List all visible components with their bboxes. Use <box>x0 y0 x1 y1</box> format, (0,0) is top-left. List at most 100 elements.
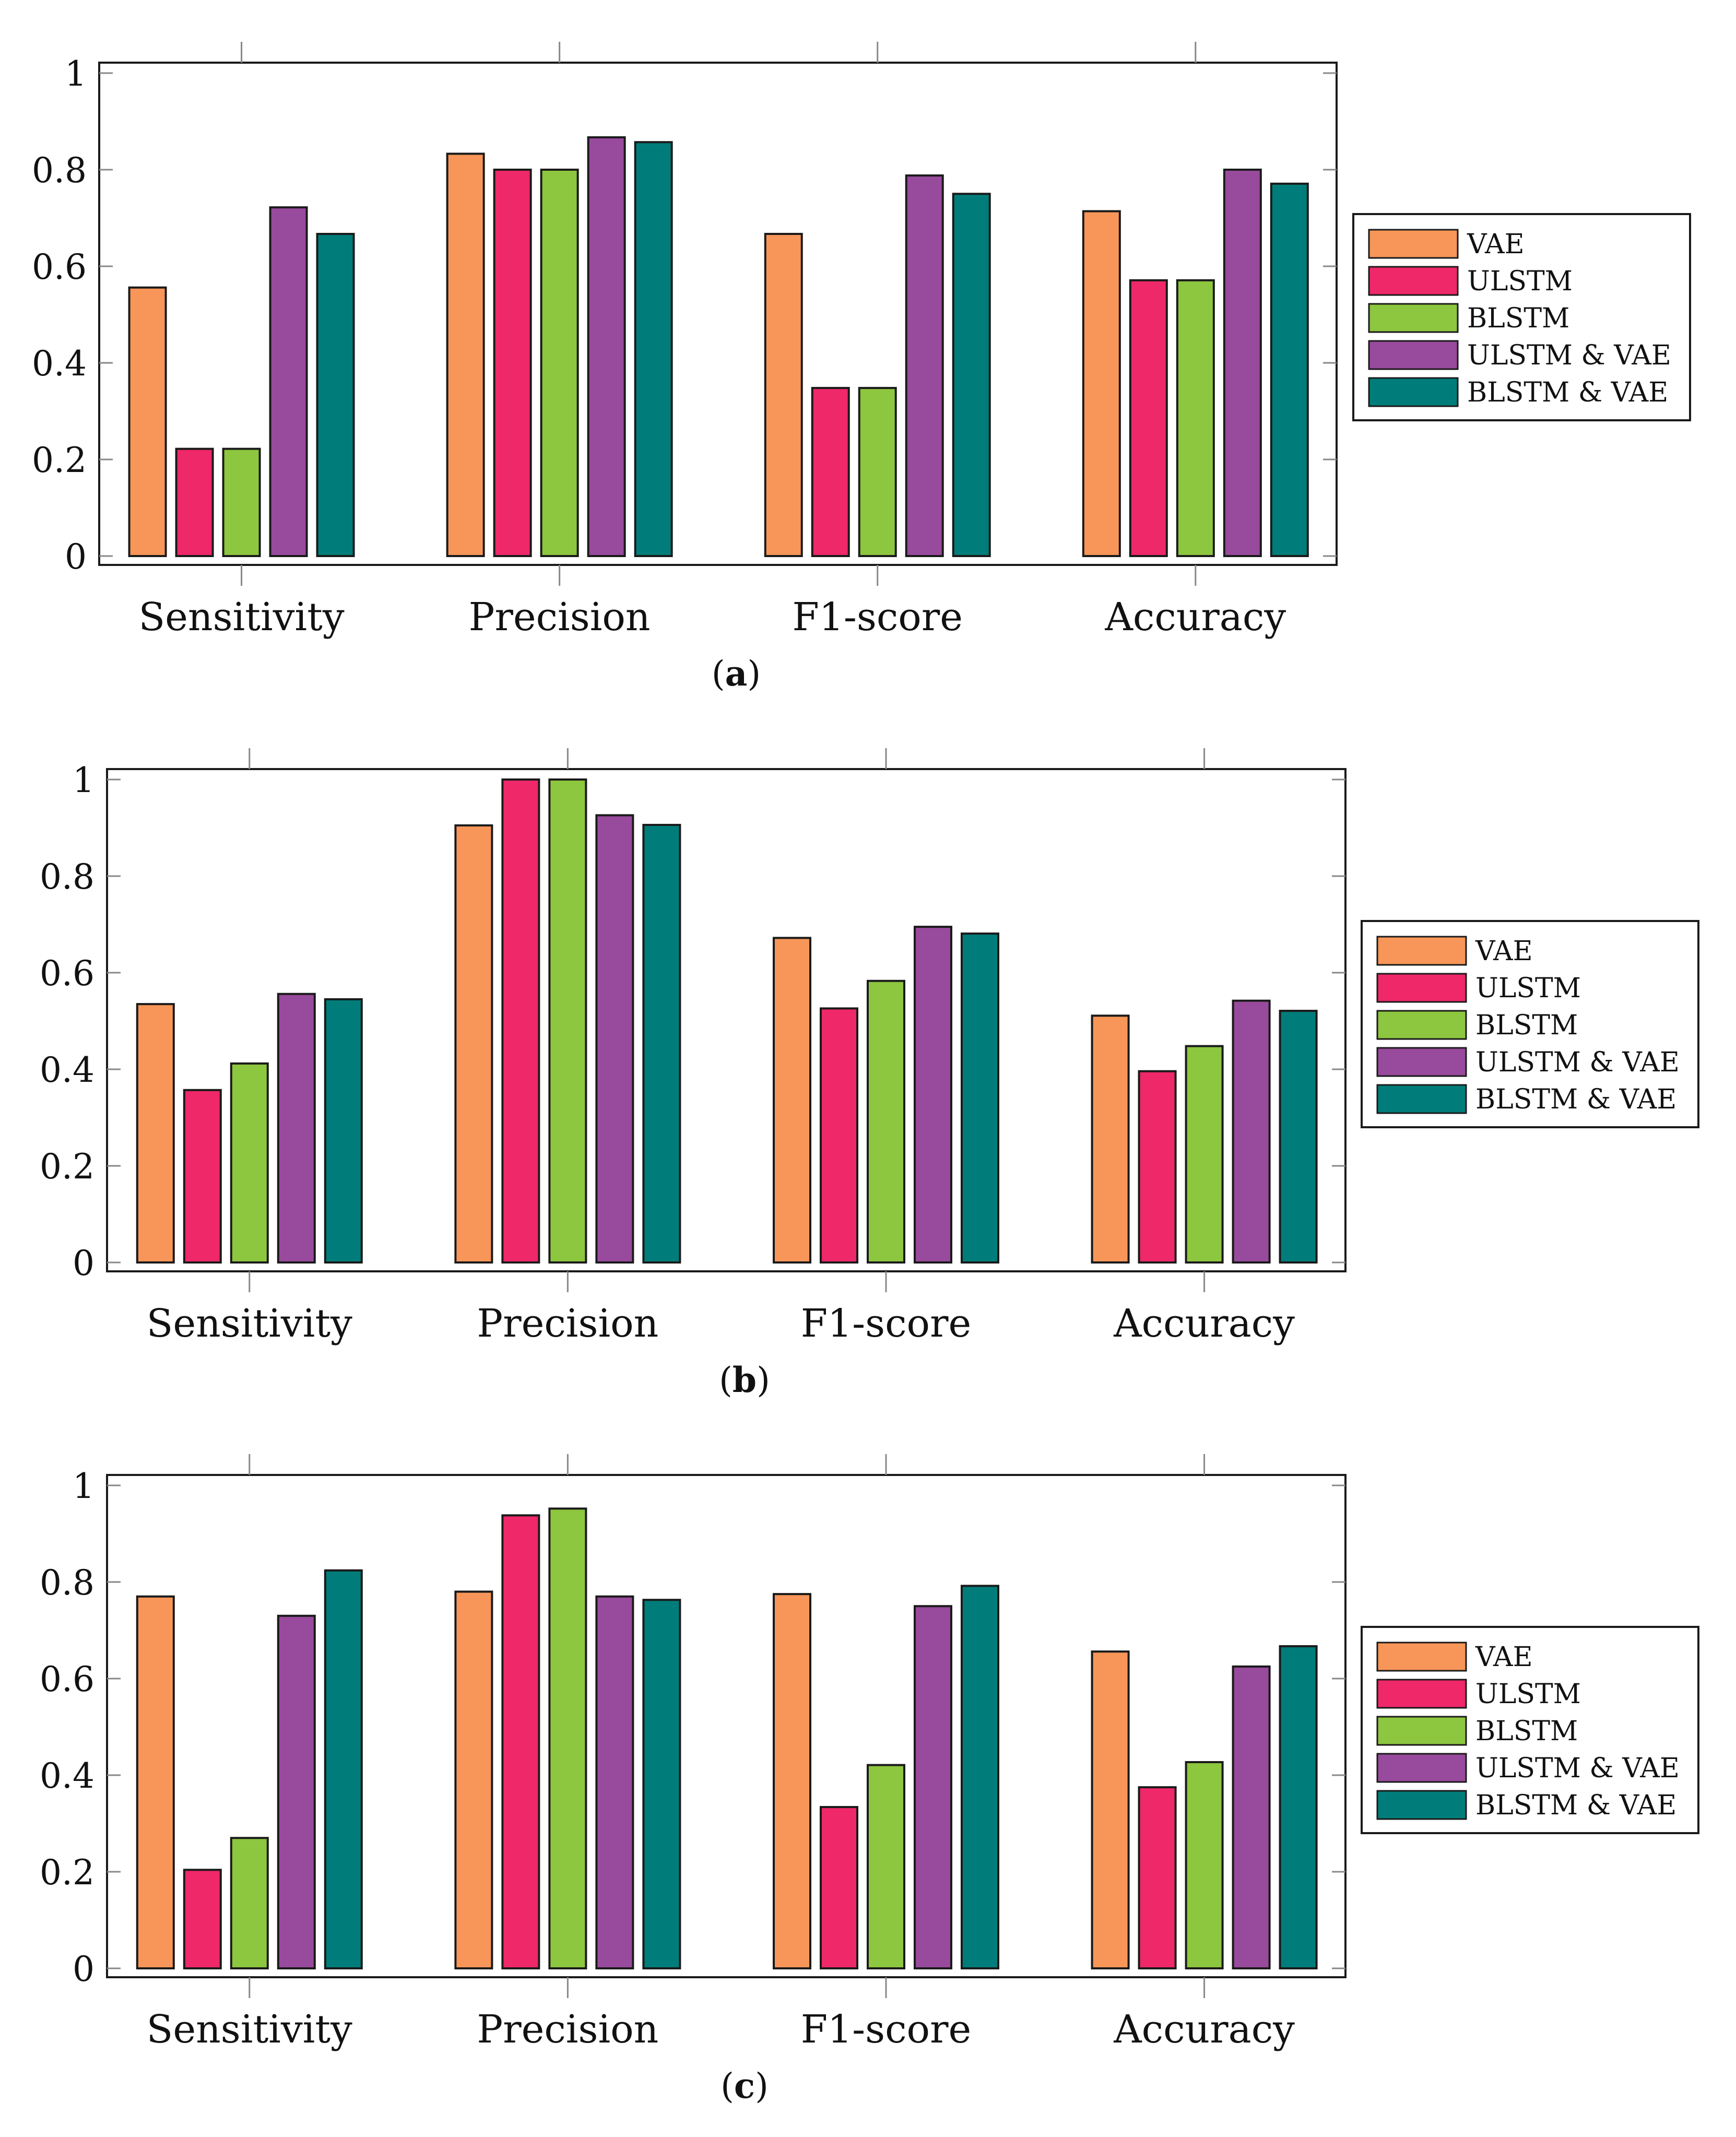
legend-swatch-ulstm-and-vae <box>1376 1753 1467 1783</box>
bar-blstm-accuracy <box>1185 1761 1224 1969</box>
legend-swatch-blstm-and-vae <box>1376 1790 1467 1820</box>
bar-blstm-precision <box>540 169 579 557</box>
x-tick-label-precision: Precision <box>469 595 651 640</box>
legend-swatch-ulstm <box>1376 1679 1467 1709</box>
y-tick-label: 0.8 <box>40 1563 95 1603</box>
bar-blstm-f1-score <box>858 387 897 557</box>
x-tick-label-accuracy: Accuracy <box>1104 595 1286 640</box>
bar-blstm-and-vae-precision <box>642 1599 681 1970</box>
figure-caption-a: (a) <box>712 653 761 694</box>
legend: VAE ULSTM BLSTM ULSTM & VAE BLSTM & VAE <box>1361 920 1699 1128</box>
bar-ulstm-and-vae-f1-score <box>905 174 944 558</box>
bar-ulstm-and-vae-f1-score <box>913 926 952 1264</box>
bar-ulstm-f1-score <box>819 1806 858 1970</box>
bar-blstm-and-vae-sensitivity <box>324 998 363 1264</box>
y-tick-label: 0.6 <box>40 1659 95 1699</box>
bar-ulstm-sensitivity <box>183 1089 222 1264</box>
legend-swatch-ulstm-and-vae <box>1368 340 1459 370</box>
legend-swatch-blstm <box>1368 303 1459 333</box>
bar-ulstm-and-vae-sensitivity <box>277 1614 316 1969</box>
bar-ulstm-accuracy <box>1138 1786 1177 1969</box>
x-tick-label-f1-score: F1-score <box>801 1301 972 1346</box>
figure-caption-c: (c) <box>721 2065 769 2106</box>
legend-label-ulstm: ULSTM <box>1475 1679 1581 1710</box>
chart-panel-c: 0 0.2 0.4 0.6 0.8 1 Sensitivity Precision F1-sco… <box>40 1454 1699 2106</box>
bar-vae-sensitivity <box>136 1595 175 1969</box>
legend-swatch-vae <box>1376 1642 1467 1672</box>
bar-ulstm-and-vae-precision <box>587 136 626 557</box>
y-tick-label: 0.6 <box>40 953 95 994</box>
bar-ulstm-and-vae-precision <box>595 814 634 1264</box>
legend-swatch-vae <box>1368 229 1459 259</box>
bar-blstm-and-vae-precision <box>642 823 681 1264</box>
legend-swatch-vae <box>1376 936 1467 966</box>
bar-ulstm-and-vae-f1-score <box>913 1605 952 1969</box>
bar-ulstm-f1-score <box>811 387 850 557</box>
bar-blstm-and-vae-accuracy <box>1279 1645 1318 1969</box>
bar-ulstm-and-vae-accuracy <box>1232 999 1271 1264</box>
y-tick-label: 1 <box>73 760 95 800</box>
bar-ulstm-and-vae-accuracy <box>1232 1665 1271 1969</box>
legend-label-vae: VAE <box>1475 936 1533 967</box>
legend-label-ulstm-and-vae: ULSTM & VAE <box>1475 1753 1680 1784</box>
y-tick-label: 0.2 <box>40 1147 95 1187</box>
x-tick-label-precision: Precision <box>477 1301 658 1346</box>
y-tick-label: 0.8 <box>40 857 95 897</box>
legend-swatch-blstm <box>1376 1010 1467 1040</box>
bar-vae-accuracy <box>1082 210 1121 557</box>
x-tick-label-sensitivity: Sensitivity <box>147 1301 352 1346</box>
legend-swatch-ulstm <box>1368 266 1459 296</box>
bar-ulstm-and-vae-sensitivity <box>277 993 316 1264</box>
y-tick-label: 0.4 <box>32 344 87 384</box>
legend-label-blstm: BLSTM <box>1475 1716 1578 1747</box>
bar-blstm-f1-score <box>866 979 905 1264</box>
bar-vae-f1-score <box>772 937 811 1264</box>
y-tick-label: 0.4 <box>40 1756 95 1796</box>
legend-label-ulstm: ULSTM <box>1467 266 1573 297</box>
bar-ulstm-accuracy <box>1138 1070 1177 1264</box>
y-tick-label: 0.4 <box>40 1050 95 1090</box>
bar-blstm-precision <box>548 1507 587 1969</box>
legend-label-vae: VAE <box>1475 1642 1533 1673</box>
legend-label-ulstm-and-vae: ULSTM & VAE <box>1475 1047 1680 1078</box>
y-tick-label: 0.2 <box>32 440 87 480</box>
bar-vae-precision <box>454 1590 493 1969</box>
legend-swatch-blstm-and-vae <box>1376 1084 1467 1114</box>
legend-swatch-ulstm-and-vae <box>1376 1047 1467 1077</box>
x-tick-label-precision: Precision <box>477 2007 658 2052</box>
bar-ulstm-and-vae-sensitivity <box>269 206 308 557</box>
x-tick-label-sensitivity: Sensitivity <box>138 595 344 640</box>
bar-blstm-accuracy <box>1176 279 1215 557</box>
bar-blstm-and-vae-f1-score <box>960 932 999 1264</box>
x-tick-label-accuracy: Accuracy <box>1113 1301 1295 1346</box>
bar-blstm-precision <box>548 778 587 1264</box>
y-tick-label: 1 <box>73 1466 95 1506</box>
bar-vae-sensitivity <box>128 286 167 557</box>
bar-ulstm-accuracy <box>1129 279 1168 557</box>
bar-blstm-and-vae-sensitivity <box>324 1569 363 1970</box>
bar-blstm-sensitivity <box>230 1062 269 1264</box>
bar-blstm-and-vae-precision <box>634 141 673 557</box>
y-tick-label: 0.2 <box>40 1852 95 1893</box>
legend-label-blstm-and-vae: BLSTM & VAE <box>1467 377 1668 408</box>
y-tick-label: 0.6 <box>32 247 87 287</box>
bar-ulstm-f1-score <box>819 1007 858 1264</box>
bar-ulstm-and-vae-accuracy <box>1223 169 1262 557</box>
bar-ulstm-precision <box>493 169 532 557</box>
legend-label-blstm: BLSTM <box>1467 303 1569 334</box>
legend-label-vae: VAE <box>1467 229 1525 260</box>
y-tick-label: 0 <box>65 537 87 577</box>
bar-blstm-sensitivity <box>230 1837 269 1969</box>
bar-vae-f1-score <box>764 233 803 557</box>
x-tick-label-accuracy: Accuracy <box>1113 2007 1295 2052</box>
y-tick-label: 1 <box>65 54 87 94</box>
chart-panel-a: 0 0.2 0.4 0.6 0.8 1 Sensitivity Precision F1-sco… <box>32 42 1691 694</box>
legend-label-blstm: BLSTM <box>1475 1010 1578 1041</box>
bar-blstm-and-vae-f1-score <box>960 1585 999 1969</box>
legend: VAE ULSTM BLSTM ULSTM & VAE BLSTM & VAE <box>1361 1626 1699 1834</box>
y-tick-label: 0.8 <box>32 150 87 191</box>
bar-ulstm-precision <box>501 778 540 1264</box>
bar-blstm-sensitivity <box>222 447 261 558</box>
legend-label-ulstm-and-vae: ULSTM & VAE <box>1467 340 1671 371</box>
bar-ulstm-and-vae-precision <box>595 1595 634 1969</box>
